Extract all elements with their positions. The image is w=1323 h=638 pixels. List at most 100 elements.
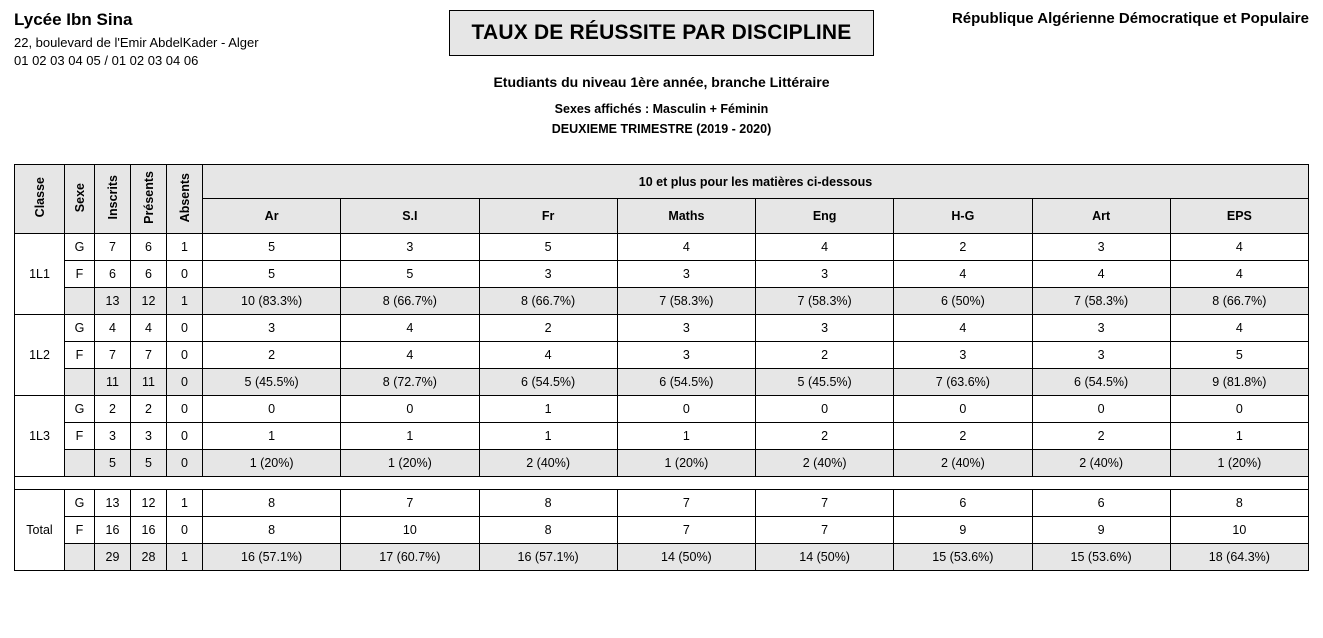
- cell: 18 (64.3%): [1170, 543, 1308, 570]
- document-header: Lycée Ibn Sina 22, boulevard de l'Emir A…: [14, 10, 1309, 136]
- table-head: Classe Sexe Inscrits Présents Absents 10…: [15, 165, 1309, 234]
- cell: 5: [341, 260, 479, 287]
- cell: 6: [131, 233, 167, 260]
- cell: 2: [894, 422, 1032, 449]
- class-cell: 1L2: [15, 314, 65, 395]
- cell: 12: [131, 489, 167, 516]
- cell: 14 (50%): [756, 543, 894, 570]
- cell: 14 (50%): [617, 543, 755, 570]
- cell: 6: [1032, 489, 1170, 516]
- cell: F: [65, 341, 95, 368]
- class-cell: 1L3: [15, 395, 65, 476]
- subtitle-term: DEUXIEME TRIMESTRE (2019 - 2020): [552, 122, 772, 136]
- cell: 4: [131, 314, 167, 341]
- cell: [65, 287, 95, 314]
- col-subject-6: Art: [1032, 199, 1170, 233]
- cell: 4: [1170, 233, 1308, 260]
- subtotal-row: 5501 (20%)1 (20%)2 (40%)1 (20%)2 (40%)2 …: [15, 449, 1309, 476]
- col-subject-4: Eng: [756, 199, 894, 233]
- cell: 4: [1170, 314, 1308, 341]
- cell: 6: [894, 489, 1032, 516]
- cell: [65, 543, 95, 570]
- table-row: 1L2G44034233434: [15, 314, 1309, 341]
- col-class: Classe: [15, 165, 65, 234]
- col-presents: Présents: [131, 165, 167, 234]
- subtitle-level: Etudiants du niveau 1ère année, branche …: [493, 74, 829, 90]
- cell: 2: [479, 314, 617, 341]
- col-subject-3: Maths: [617, 199, 755, 233]
- cell: 2 (40%): [894, 449, 1032, 476]
- cell: 1: [167, 543, 203, 570]
- school-block: Lycée Ibn Sina 22, boulevard de l'Emir A…: [14, 10, 441, 69]
- cell: 5 (45.5%): [203, 368, 341, 395]
- cell: 10 (83.3%): [203, 287, 341, 314]
- cell: 4: [1170, 260, 1308, 287]
- cell: 0: [167, 368, 203, 395]
- cell: 7: [131, 341, 167, 368]
- school-address-line2: 01 02 03 04 05 / 01 02 03 04 06: [14, 52, 441, 70]
- cell: 2: [1032, 422, 1170, 449]
- cell: 8: [203, 489, 341, 516]
- cell: 15 (53.6%): [1032, 543, 1170, 570]
- cell: 4: [756, 233, 894, 260]
- cell: 7 (58.3%): [617, 287, 755, 314]
- republic-block: République Algérienne Démocratique et Po…: [882, 10, 1309, 27]
- cell: 3: [341, 233, 479, 260]
- table-row: TotalG1312187877668: [15, 489, 1309, 516]
- cell: 6 (54.5%): [617, 368, 755, 395]
- cell: 5: [479, 233, 617, 260]
- col-subjects-span: 10 et plus pour les matières ci-dessous: [203, 165, 1309, 199]
- cell: 7: [341, 489, 479, 516]
- subtitle-sex: Sexes affichés : Masculin + Féminin: [555, 102, 769, 116]
- cell: 0: [1170, 395, 1308, 422]
- cell: 1 (20%): [341, 449, 479, 476]
- cell: 6 (54.5%): [479, 368, 617, 395]
- cell: 8: [479, 516, 617, 543]
- cell: 4: [341, 341, 479, 368]
- cell: 12: [131, 287, 167, 314]
- cell: 2 (40%): [1032, 449, 1170, 476]
- class-cell: 1L1: [15, 233, 65, 314]
- cell: 0: [167, 395, 203, 422]
- cell: 1: [167, 233, 203, 260]
- cell: 5: [95, 449, 131, 476]
- cell: 2 (40%): [479, 449, 617, 476]
- col-subject-5: H-G: [894, 199, 1032, 233]
- cell: 0: [1032, 395, 1170, 422]
- cell: 13: [95, 287, 131, 314]
- cell: 7: [617, 489, 755, 516]
- cell: 0: [167, 422, 203, 449]
- cell: G: [65, 395, 95, 422]
- cell: 3: [756, 260, 894, 287]
- col-inscrits: Inscrits: [95, 165, 131, 234]
- cell: 7: [756, 516, 894, 543]
- cell: 10: [1170, 516, 1308, 543]
- cell: 2: [756, 341, 894, 368]
- cell: 3: [894, 341, 1032, 368]
- cell: 4: [894, 260, 1032, 287]
- cell: 28: [131, 543, 167, 570]
- cell: 9: [1032, 516, 1170, 543]
- cell: 0: [341, 395, 479, 422]
- col-absents: Absents: [167, 165, 203, 234]
- cell: 4: [479, 341, 617, 368]
- school-name: Lycée Ibn Sina: [14, 10, 441, 30]
- cell: 3: [95, 422, 131, 449]
- cell: 16 (57.1%): [479, 543, 617, 570]
- cell: 1: [617, 422, 755, 449]
- cell: 2: [894, 233, 1032, 260]
- cell: 4: [617, 233, 755, 260]
- cell: 17 (60.7%): [341, 543, 479, 570]
- cell: 8 (66.7%): [479, 287, 617, 314]
- cell: 5: [131, 449, 167, 476]
- cell: 11: [131, 368, 167, 395]
- cell: 1: [203, 422, 341, 449]
- cell: 7: [95, 341, 131, 368]
- cell: 16 (57.1%): [203, 543, 341, 570]
- cell: 3: [1032, 233, 1170, 260]
- cell: 16: [95, 516, 131, 543]
- title-block: TAUX DE RÉUSSITE PAR DISCIPLINE Etudiant…: [441, 10, 881, 136]
- col-subject-2: Fr: [479, 199, 617, 233]
- cell: 0: [167, 341, 203, 368]
- gap-row: [15, 476, 1309, 489]
